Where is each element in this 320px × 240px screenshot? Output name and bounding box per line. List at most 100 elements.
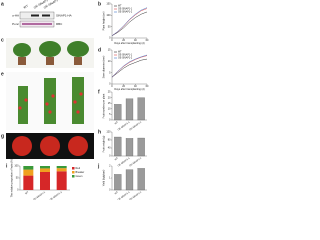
- y-tick-label: 10: [108, 107, 111, 110]
- y-axis-label: Plant height (cm): [103, 11, 106, 30]
- bar: [125, 98, 134, 121]
- panel-letter: a: [1, 1, 4, 7]
- panel-letter: f: [98, 89, 100, 95]
- blot-band: [31, 14, 39, 17]
- stacked-bar: [23, 166, 34, 170]
- legend-swatch: [72, 167, 75, 170]
- y-axis-label: Yield (kg/plant): [103, 170, 106, 187]
- panel-letter: c: [1, 37, 4, 43]
- y-axis-label: Stem diameter (mm): [103, 55, 106, 78]
- x-tick-label: 20: [122, 39, 125, 42]
- x-tick-label: WT: [115, 191, 120, 195]
- line-series: [111, 7, 148, 36]
- legend-label: OE-SlNAP1-1: [118, 8, 133, 11]
- fruit-cluster: [18, 92, 83, 114]
- y-tick-label: 0: [109, 37, 111, 40]
- bar: [114, 104, 122, 121]
- stacked-bar: [40, 172, 50, 190]
- band-label: RBC: [56, 22, 63, 26]
- y-tick-label: 0: [109, 155, 111, 158]
- y-tick-label: 50: [108, 25, 111, 28]
- y-tick-label: 100: [14, 165, 19, 168]
- x-tick-label: OE-SlNAP1-2: [49, 190, 63, 200]
- band-label: SlNAP1-HA: [56, 13, 72, 17]
- bar: [137, 137, 145, 157]
- x-tick-label: WT: [25, 191, 30, 195]
- x-tick-label: OE-SlNAP1-2: [129, 120, 143, 131]
- legend-label: WT: [118, 52, 122, 54]
- x-tick-label: OE-SlNAP1-1: [33, 190, 47, 200]
- panel-letter: i: [6, 163, 8, 169]
- plant-photo: [13, 41, 89, 57]
- x-tick-label: OE-SlNAP1-1: [117, 120, 131, 131]
- y-tick-label: 100: [106, 14, 111, 17]
- y-tick-label: 20: [108, 96, 111, 99]
- y-axis-label: The relative proportion of fruits (%): [11, 159, 14, 198]
- x-tick-label: 0: [111, 85, 113, 88]
- legend-label: Red: [76, 167, 81, 170]
- panel-letter: e: [1, 71, 4, 77]
- stacked-bar: [23, 175, 34, 190]
- y-tick-label: 1: [109, 177, 111, 180]
- legend-label: Green: [76, 175, 84, 178]
- y-tick-label: 80: [108, 139, 111, 142]
- panel-letter: h: [98, 129, 101, 135]
- bar: [137, 97, 145, 121]
- stacked-bar: [40, 168, 50, 172]
- y-axis-label: Fruit number per plant: [103, 93, 106, 118]
- line-series: [111, 58, 148, 78]
- stacked-bar: [56, 171, 67, 190]
- y-tick-label: 0: [109, 189, 111, 192]
- stacked-bar: [56, 168, 67, 172]
- bar: [137, 168, 145, 191]
- x-tick-label: 40: [134, 85, 137, 88]
- x-tick-label: 20: [122, 85, 125, 88]
- panel-letter: j: [97, 163, 100, 169]
- legend-label: OE-SlNAP1-1: [118, 54, 133, 57]
- y-tick-label: 120: [106, 131, 111, 134]
- y-tick-label: 15: [108, 102, 111, 105]
- x-tick-label: OE-SlNAP1-1: [117, 190, 131, 200]
- x-tick-label: 60: [146, 39, 149, 42]
- panel-letter: b: [98, 1, 101, 7]
- antibody-label: α-HA: [12, 13, 19, 17]
- y-tick-label: 0: [109, 83, 111, 86]
- x-tick-label: OE-SlNAP1-2: [129, 156, 143, 167]
- stacked-bar: [23, 169, 34, 176]
- y-tick-label: 0: [109, 119, 111, 122]
- y-tick-label: 2: [109, 165, 111, 168]
- y-tick-label: 0: [17, 189, 19, 192]
- bar: [125, 138, 134, 157]
- x-tick-label: WT: [115, 121, 120, 125]
- y-tick-label: 5: [109, 113, 111, 116]
- stacked-bar: [56, 166, 67, 169]
- x-axis-label: Days after transplanting (d): [114, 88, 144, 91]
- plant-photo: [18, 77, 84, 124]
- legend-swatch: [72, 171, 75, 174]
- y-tick-label: 15: [108, 49, 111, 52]
- panel-letter: g: [1, 133, 4, 139]
- x-tick-label: OE-SlNAP1-2: [129, 190, 143, 200]
- legend-label: OE-SlNAP1-2: [118, 57, 133, 60]
- bar: [114, 174, 122, 191]
- fruit-photo: [12, 136, 88, 156]
- bar: [114, 136, 122, 157]
- bar: [125, 169, 134, 191]
- y-tick-label: 25: [108, 91, 111, 94]
- y-tick-label: 10: [108, 60, 111, 63]
- blot-band: [22, 23, 52, 25]
- x-tick-label: OE-SlNAP1-1: [117, 156, 131, 167]
- x-tick-label: 40: [134, 39, 137, 42]
- legend-label: WT: [118, 6, 122, 8]
- lane-label: OE-SlNAP1-1: [33, 0, 51, 10]
- x-tick-label: 60: [146, 85, 149, 88]
- x-axis-label: Days after transplanting (d): [114, 42, 144, 45]
- y-tick-label: 40: [108, 147, 111, 150]
- stacked-bar: [40, 166, 50, 169]
- line-series: [111, 11, 148, 36]
- pot: [18, 57, 82, 65]
- y-tick-label: 150: [106, 3, 111, 6]
- y-tick-label: 50: [16, 177, 19, 180]
- blot-band: [42, 14, 50, 17]
- x-tick-label: WT: [115, 157, 120, 161]
